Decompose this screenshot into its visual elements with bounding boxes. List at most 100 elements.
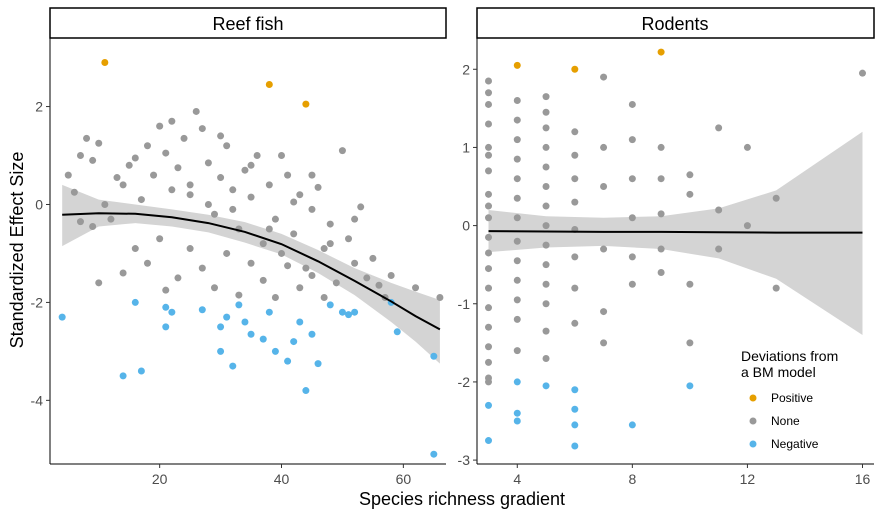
data-point-none (628, 214, 636, 222)
data-point-none (571, 319, 579, 327)
data-point-none (600, 339, 608, 347)
data-point-none (125, 161, 133, 169)
data-point-none (143, 259, 151, 267)
data-point-none (485, 167, 493, 175)
x-tick-label: 20 (152, 471, 168, 487)
panel-reef-fish: Reef fish -4 -2 0 2 20 40 60 (31, 7, 447, 487)
data-point-none (485, 100, 493, 108)
legend-key-negative (749, 440, 757, 448)
data-point-none (542, 124, 550, 132)
x-tick-label: 4 (513, 471, 521, 487)
data-point-none (259, 240, 267, 248)
data-point-none (89, 223, 97, 231)
data-point-positive (657, 48, 665, 56)
data-point-negative (241, 318, 249, 326)
data-point-negative (628, 421, 636, 429)
data-point-negative (485, 401, 493, 409)
data-point-none (715, 206, 723, 214)
data-point-none (174, 274, 182, 282)
y-tick-label: -2 (31, 294, 44, 310)
data-point-none (772, 284, 780, 292)
data-point-none (485, 190, 493, 198)
points-layer (485, 48, 866, 450)
data-point-none (485, 249, 493, 257)
y-tick-label: -3 (458, 452, 471, 468)
data-point-none (600, 183, 608, 191)
data-point-negative (217, 347, 225, 355)
data-point-negative (290, 338, 298, 346)
data-point-none (119, 181, 127, 189)
legend: Deviations from a BM model Positive None… (741, 348, 838, 451)
data-point-none (351, 259, 359, 267)
data-point-none (686, 190, 694, 198)
data-point-none (229, 205, 237, 213)
data-point-negative (247, 330, 255, 338)
data-point-none (571, 128, 579, 136)
panel-title: Reef fish (212, 14, 283, 34)
data-point-none (485, 233, 493, 241)
data-point-negative (162, 323, 170, 331)
data-point-none (485, 374, 493, 382)
data-point-none (485, 284, 493, 292)
data-point-none (271, 215, 279, 223)
data-point-negative (314, 360, 322, 368)
y-axis-title: Standardized Effect Size (7, 152, 27, 349)
data-point-none (485, 323, 493, 331)
data-point-negative (513, 417, 521, 425)
data-point-none (156, 235, 164, 243)
data-point-none (332, 279, 340, 287)
data-point-none (628, 280, 636, 288)
legend-key-none (749, 417, 757, 425)
data-point-none (715, 124, 723, 132)
data-point-none (320, 245, 328, 253)
data-point-negative (137, 367, 145, 375)
data-point-none (107, 215, 115, 223)
data-point-none (265, 181, 273, 189)
data-point-none (137, 196, 145, 204)
data-point-none (314, 183, 322, 191)
data-point-none (772, 194, 780, 202)
confidence-band (488, 131, 863, 336)
data-point-none (308, 205, 316, 213)
data-point-positive (302, 100, 310, 108)
data-point-none (485, 143, 493, 151)
data-point-none (284, 171, 292, 179)
data-point-none (485, 89, 493, 97)
data-point-none (308, 171, 316, 179)
data-point-negative (430, 450, 438, 458)
data-point-none (156, 122, 164, 130)
data-point-none (600, 73, 608, 81)
data-point-positive (513, 61, 521, 69)
x-tick-label: 40 (274, 471, 290, 487)
data-point-none (513, 296, 521, 304)
data-point-none (542, 354, 550, 362)
legend-key-positive (749, 394, 757, 402)
data-point-none (657, 175, 665, 183)
data-point-none (542, 108, 550, 116)
data-point-negative (542, 382, 550, 390)
data-point-none (628, 253, 636, 261)
data-point-negative (571, 386, 579, 394)
data-point-none (542, 143, 550, 151)
data-point-none (485, 151, 493, 159)
data-point-none (513, 276, 521, 284)
data-point-positive (101, 58, 109, 66)
data-point-negative (351, 308, 359, 316)
data-point-none (247, 259, 255, 267)
data-point-negative (326, 301, 334, 309)
data-point-none (357, 203, 365, 211)
data-point-none (657, 210, 665, 218)
data-point-none (326, 220, 334, 228)
data-point-negative (162, 303, 170, 311)
data-point-negative (513, 409, 521, 417)
data-point-none (513, 194, 521, 202)
data-point-none (513, 136, 521, 144)
data-point-none (743, 143, 751, 151)
data-point-none (513, 315, 521, 323)
data-point-negative (571, 405, 579, 413)
data-point-negative (513, 378, 521, 386)
fit-line (62, 212, 441, 331)
data-point-none (513, 257, 521, 265)
data-point-none (542, 202, 550, 210)
data-point-none (192, 107, 200, 115)
